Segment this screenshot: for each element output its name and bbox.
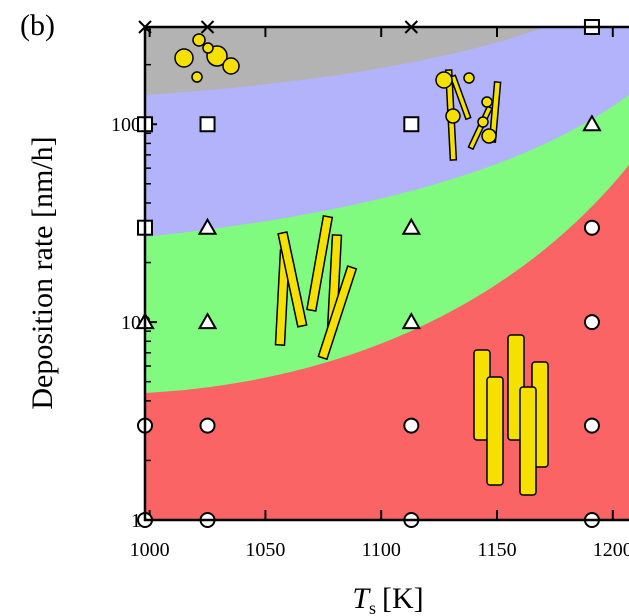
- icon: [486, 376, 504, 486]
- x-tick-label: 1150: [477, 539, 516, 561]
- icon: [445, 108, 461, 124]
- icon: [481, 128, 497, 144]
- square-marker: [199, 116, 216, 133]
- circle-marker: [199, 417, 216, 434]
- x-tick-label: 1100: [362, 539, 401, 561]
- triangle-marker: [401, 217, 422, 235]
- icon: [317, 265, 358, 361]
- icon: [477, 116, 489, 128]
- x-label-subscript: s: [369, 598, 376, 616]
- icon: [174, 48, 194, 68]
- icon: [467, 105, 494, 151]
- triangle-marker: [197, 312, 218, 330]
- icon: [202, 42, 214, 54]
- x-tick-label: 1050: [245, 539, 285, 561]
- icon: [481, 96, 493, 108]
- morphology-icons: [174, 33, 549, 496]
- x-tick-label: 1200: [593, 539, 629, 561]
- x-tick-label: 1000: [130, 539, 170, 561]
- circle-marker: [583, 417, 600, 434]
- x-label-unit: [K]: [382, 582, 424, 615]
- triangle-marker: [401, 312, 422, 330]
- icon: [463, 72, 475, 84]
- circle-marker: [583, 219, 600, 236]
- icon: [192, 33, 206, 47]
- triangle-marker: [582, 114, 602, 132]
- circle-marker: [583, 314, 600, 331]
- y-axis-label: Deposition rate [nm/h]: [26, 136, 59, 409]
- triangle-marker: [197, 217, 218, 235]
- square-marker: [403, 116, 420, 133]
- icon: [435, 71, 453, 89]
- icon: [222, 57, 240, 75]
- axes-frame: [143, 25, 629, 522]
- panel-label: (b): [20, 9, 55, 42]
- icon: [449, 74, 472, 121]
- phase-regions: [145, 27, 629, 520]
- circle-marker: [403, 417, 420, 434]
- x-label-symbol: T: [352, 582, 371, 615]
- icon: [306, 214, 334, 312]
- icon: [277, 231, 308, 328]
- icon: [519, 386, 537, 496]
- x-axis-label: Ts [K]: [352, 582, 423, 616]
- icon: [191, 71, 203, 83]
